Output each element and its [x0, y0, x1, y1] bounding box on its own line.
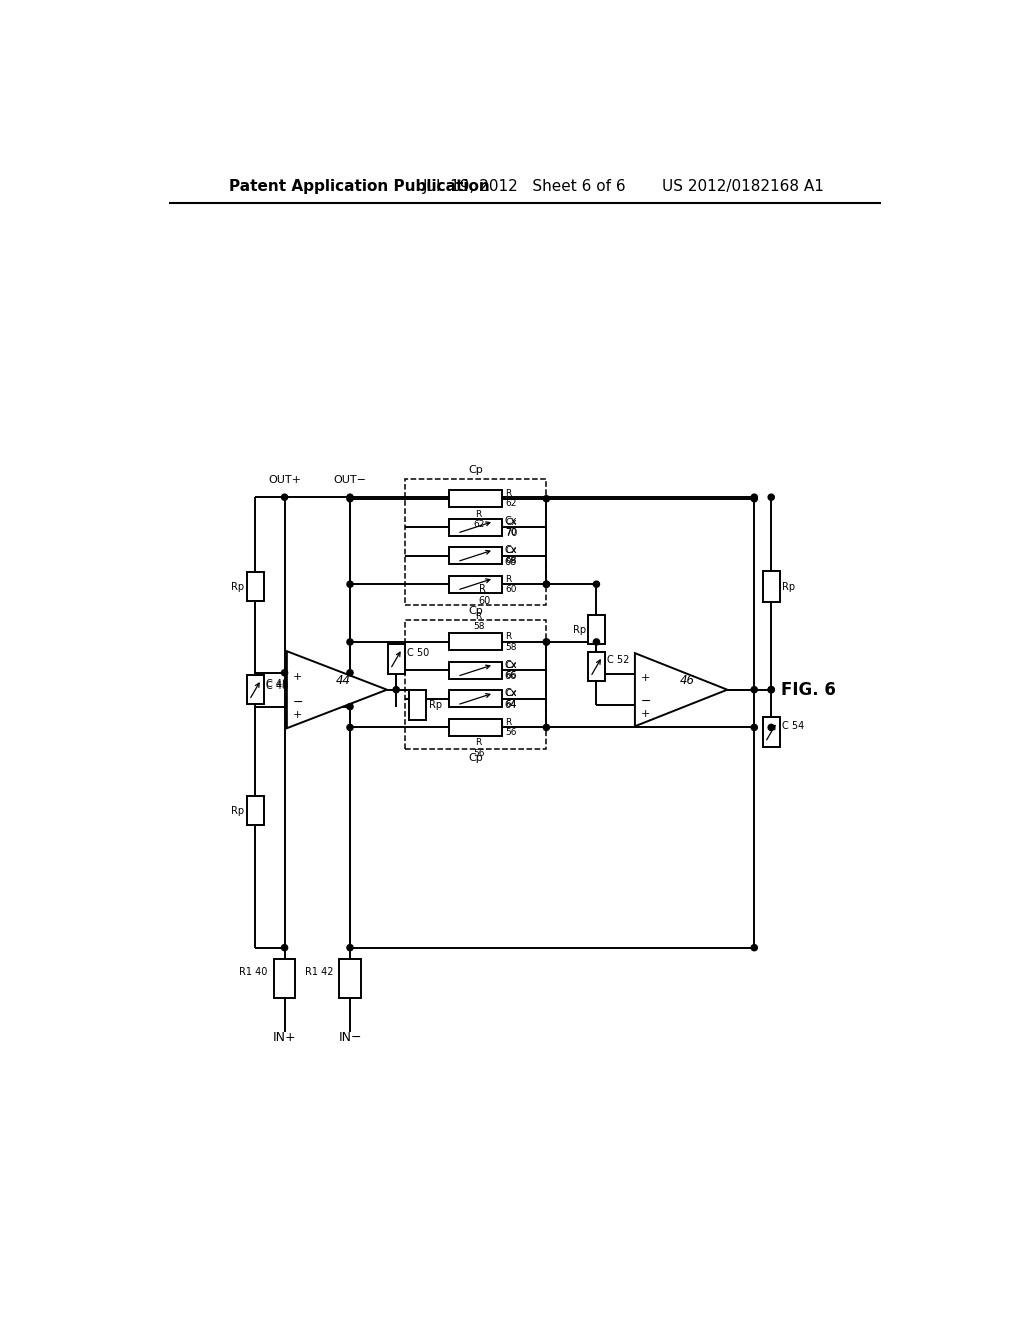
Bar — [588, 615, 605, 644]
Text: Cp: Cp — [468, 465, 483, 475]
Text: Rp: Rp — [231, 805, 245, 816]
Text: C 54: C 54 — [782, 721, 804, 731]
Circle shape — [544, 639, 550, 645]
Text: −: − — [640, 696, 651, 709]
Text: 46: 46 — [680, 675, 694, 686]
Text: 44: 44 — [336, 673, 350, 686]
Circle shape — [752, 686, 758, 693]
Bar — [273, 960, 295, 998]
Bar — [388, 644, 404, 673]
Bar — [450, 634, 502, 651]
Circle shape — [593, 581, 599, 587]
Circle shape — [347, 725, 353, 730]
Text: R
56: R 56 — [506, 718, 517, 737]
Text: +: + — [641, 672, 650, 682]
Circle shape — [752, 494, 758, 500]
Circle shape — [282, 494, 288, 500]
Circle shape — [347, 495, 353, 502]
Circle shape — [544, 725, 550, 730]
Circle shape — [347, 581, 353, 587]
Circle shape — [347, 704, 353, 710]
Bar — [763, 718, 779, 747]
Circle shape — [544, 581, 550, 587]
Bar — [450, 663, 502, 678]
Circle shape — [593, 639, 599, 645]
Bar — [247, 572, 264, 601]
Text: R
58: R 58 — [473, 611, 484, 631]
Circle shape — [768, 686, 774, 693]
Circle shape — [752, 725, 758, 730]
Circle shape — [347, 945, 353, 950]
Circle shape — [282, 945, 288, 950]
Text: Cp: Cp — [468, 606, 483, 616]
Text: OUT+: OUT+ — [268, 475, 301, 486]
Text: Cx
66: Cx 66 — [506, 661, 517, 680]
Bar — [450, 519, 502, 536]
Text: C 48: C 48 — [266, 678, 288, 689]
Bar — [588, 652, 605, 681]
Circle shape — [752, 945, 758, 950]
Bar — [763, 572, 779, 602]
Circle shape — [768, 686, 774, 693]
Text: Rp: Rp — [429, 700, 441, 710]
Circle shape — [347, 669, 353, 676]
Text: R
60: R 60 — [478, 585, 490, 606]
Bar — [450, 548, 502, 564]
Circle shape — [768, 725, 774, 730]
Text: R
60: R 60 — [506, 574, 517, 594]
Circle shape — [544, 639, 550, 645]
Circle shape — [752, 495, 758, 502]
Circle shape — [393, 686, 399, 693]
Bar — [450, 719, 502, 737]
Text: R1 42: R1 42 — [304, 968, 333, 977]
Circle shape — [544, 495, 550, 502]
Text: Cx
70: Cx 70 — [506, 517, 517, 537]
Text: Rp: Rp — [782, 582, 795, 591]
Text: C 52: C 52 — [607, 656, 630, 665]
Text: IN−: IN− — [338, 1031, 361, 1044]
Text: R
62: R 62 — [506, 488, 517, 508]
Polygon shape — [287, 651, 387, 729]
Circle shape — [768, 494, 774, 500]
Text: Cp: Cp — [468, 754, 483, 763]
Text: +: + — [293, 710, 302, 721]
Text: +: + — [293, 672, 302, 682]
Bar — [450, 576, 502, 593]
Text: OUT−: OUT− — [334, 475, 367, 486]
Bar — [406, 620, 547, 748]
Polygon shape — [635, 653, 727, 726]
Bar — [247, 675, 264, 705]
Text: Cx
64: Cx 64 — [505, 688, 517, 710]
Bar — [406, 479, 547, 605]
Text: Rp: Rp — [231, 582, 245, 591]
Bar — [410, 690, 426, 719]
Text: −: − — [293, 696, 303, 709]
Text: Cx
64: Cx 64 — [506, 689, 517, 709]
Circle shape — [347, 494, 353, 500]
Text: C 48: C 48 — [266, 681, 288, 690]
Text: R
62: R 62 — [473, 510, 484, 529]
Bar — [339, 960, 360, 998]
Text: US 2012/0182168 A1: US 2012/0182168 A1 — [662, 180, 823, 194]
Text: Cx
68: Cx 68 — [505, 545, 517, 566]
Circle shape — [282, 669, 288, 676]
Text: Cx
66: Cx 66 — [505, 660, 517, 681]
Circle shape — [347, 639, 353, 645]
Text: FIG. 6: FIG. 6 — [780, 681, 836, 698]
Text: Patent Application Publication: Patent Application Publication — [229, 180, 489, 194]
Bar — [450, 690, 502, 708]
Text: R
58: R 58 — [506, 632, 517, 652]
Bar — [247, 796, 264, 825]
Text: IN+: IN+ — [272, 1031, 296, 1044]
Circle shape — [544, 581, 550, 587]
Text: Rp: Rp — [572, 624, 586, 635]
Text: Cx
70: Cx 70 — [505, 516, 517, 539]
Text: +: + — [641, 709, 650, 719]
Text: Jul. 19, 2012   Sheet 6 of 6: Jul. 19, 2012 Sheet 6 of 6 — [423, 180, 627, 194]
Text: R
56: R 56 — [473, 738, 484, 758]
Text: R1 40: R1 40 — [240, 968, 267, 977]
Text: Cx
68: Cx 68 — [506, 546, 517, 565]
Text: C 50: C 50 — [407, 648, 429, 657]
Bar — [450, 490, 502, 507]
